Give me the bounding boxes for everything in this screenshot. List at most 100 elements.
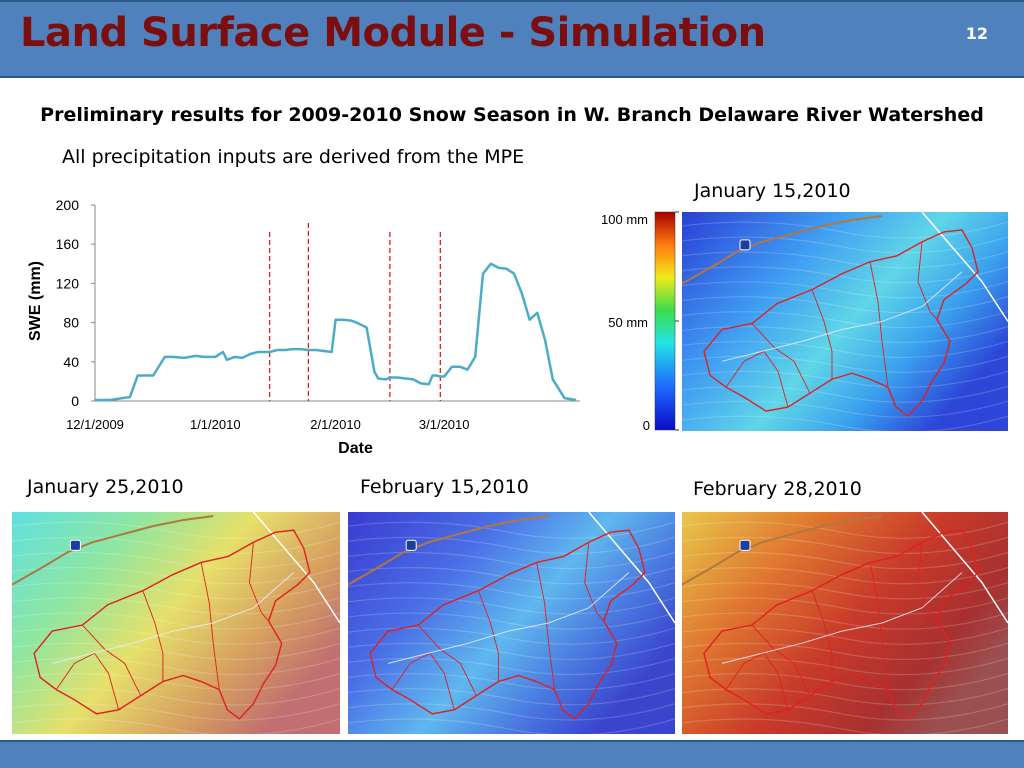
map-label-feb15: February 15,2010 bbox=[360, 476, 529, 498]
watershed-boundary bbox=[703, 229, 979, 418]
terrain-ridge bbox=[682, 281, 1008, 299]
stream-network bbox=[721, 271, 963, 362]
header-bar: Land Surface Module - Simulation 12 bbox=[0, 0, 1024, 78]
terrain-ridge bbox=[682, 657, 1008, 676]
terrain-ridge bbox=[682, 536, 1008, 555]
highway-route bbox=[12, 515, 214, 586]
y-tick-label: 0 bbox=[71, 393, 79, 409]
terrain-ridge bbox=[12, 597, 340, 615]
terrain-ridge bbox=[348, 657, 675, 676]
y-tick-label: 40 bbox=[63, 354, 79, 370]
terrain-ridge bbox=[682, 415, 1008, 431]
map-label-feb28: February 28,2010 bbox=[693, 478, 862, 500]
map-jan25 bbox=[12, 512, 340, 734]
terrain-ridge bbox=[12, 642, 340, 661]
county-line bbox=[588, 512, 675, 624]
highway-shield-icon bbox=[739, 239, 751, 251]
swe-series-line bbox=[95, 262, 577, 402]
subbasin-boundary bbox=[142, 590, 164, 682]
terrain-ridge bbox=[12, 551, 340, 570]
watershed-boundary bbox=[33, 529, 311, 720]
terrain-ridge bbox=[682, 521, 1008, 539]
y-tick-label: 120 bbox=[56, 275, 80, 291]
terrain-ridge bbox=[348, 642, 675, 661]
terrain-ridge bbox=[682, 296, 1008, 314]
terrain-ridge bbox=[682, 672, 1008, 691]
terrain-ridge bbox=[682, 236, 1008, 254]
county-line bbox=[252, 512, 340, 624]
subbasin-boundary bbox=[751, 624, 811, 696]
map-graphic bbox=[682, 512, 1008, 734]
subbasin-boundary bbox=[82, 624, 142, 696]
terrain-ridge bbox=[682, 266, 1008, 284]
terrain-ridge bbox=[348, 612, 675, 630]
subbasin-boundary bbox=[417, 624, 477, 696]
terrain-ridge bbox=[682, 612, 1008, 630]
slide-subtitle: Preliminary results for 2009-2010 Snow S… bbox=[40, 104, 984, 126]
highway-route bbox=[682, 214, 883, 285]
terrain-ridge bbox=[12, 612, 340, 630]
x-tick-label: 12/1/2009 bbox=[66, 417, 124, 432]
terrain-ridge bbox=[12, 703, 340, 721]
map-graphic bbox=[348, 512, 675, 734]
highway-shield-icon bbox=[405, 539, 417, 551]
slide-number: 12 bbox=[965, 24, 988, 43]
highway-shield-icon bbox=[739, 539, 751, 551]
subbasin-boundary bbox=[584, 542, 605, 622]
subbasin-boundary bbox=[811, 590, 833, 682]
terrain-ridge bbox=[348, 703, 675, 721]
terrain-ridge bbox=[348, 597, 675, 615]
colorbar-gradient bbox=[654, 211, 676, 431]
stream-network bbox=[52, 572, 295, 664]
terrain-ridge bbox=[682, 718, 1008, 734]
terrain-ridge bbox=[12, 536, 340, 555]
terrain-ridge bbox=[682, 582, 1008, 600]
terrain-ridge bbox=[12, 582, 340, 600]
terrain-ridge bbox=[348, 566, 675, 585]
swe-colorbar: 100 mm 50 mm 0 bbox=[601, 211, 679, 433]
terrain-ridge bbox=[348, 521, 675, 539]
stream-network bbox=[721, 572, 963, 664]
terrain-ridge bbox=[348, 718, 675, 734]
y-tick-label: 160 bbox=[56, 236, 80, 252]
terrain-ridge bbox=[348, 582, 675, 600]
colorbar-top-label: 100 mm bbox=[601, 212, 648, 227]
highway-route bbox=[348, 515, 549, 586]
terrain-ridge bbox=[682, 385, 1008, 403]
terrain-ridge bbox=[682, 566, 1008, 585]
highway-route bbox=[682, 515, 883, 586]
terrain-ridge bbox=[12, 688, 340, 706]
x-tick-label: 2/1/2010 bbox=[310, 417, 361, 432]
map-graphic bbox=[12, 512, 340, 734]
highway-shield-icon bbox=[69, 539, 81, 551]
slide-title: Land Surface Module - Simulation bbox=[20, 10, 766, 56]
terrain-ridge bbox=[348, 536, 675, 555]
terrain-ridge bbox=[348, 672, 675, 691]
map-graphic bbox=[682, 212, 1008, 431]
stream-network bbox=[388, 572, 630, 664]
colorbar-mid-label: 50 mm bbox=[608, 315, 648, 330]
terrain-ridge bbox=[348, 551, 675, 570]
watershed-boundary bbox=[369, 529, 646, 720]
terrain-ridge bbox=[682, 340, 1008, 359]
terrain-ridge bbox=[12, 672, 340, 691]
watershed-boundary bbox=[703, 529, 979, 720]
x-tick-label: 3/1/2010 bbox=[419, 417, 470, 432]
y-tick-label: 80 bbox=[63, 315, 79, 331]
terrain-ridge bbox=[682, 400, 1008, 418]
subbasin-boundary bbox=[917, 542, 938, 622]
terrain-ridge bbox=[682, 251, 1008, 269]
swe-line-chart: 0 40 80 120 160 200 12/1/2009 1/1/2010 2/1/2010 3… bbox=[27, 197, 580, 457]
terrain-ridge bbox=[12, 657, 340, 676]
subbasin-boundary bbox=[751, 323, 811, 394]
county-line bbox=[921, 212, 1008, 322]
terrain-ridge bbox=[12, 521, 340, 539]
footer-bar bbox=[0, 740, 1024, 768]
x-axis-label: Date bbox=[338, 440, 373, 457]
precipitation-note: All precipitation inputs are derived fro… bbox=[62, 146, 525, 168]
map-jan15 bbox=[682, 212, 1008, 431]
terrain-ridge bbox=[682, 688, 1008, 706]
map-feb28 bbox=[682, 512, 1008, 734]
subbasin-boundary bbox=[477, 590, 499, 682]
map-feb15 bbox=[348, 512, 675, 734]
